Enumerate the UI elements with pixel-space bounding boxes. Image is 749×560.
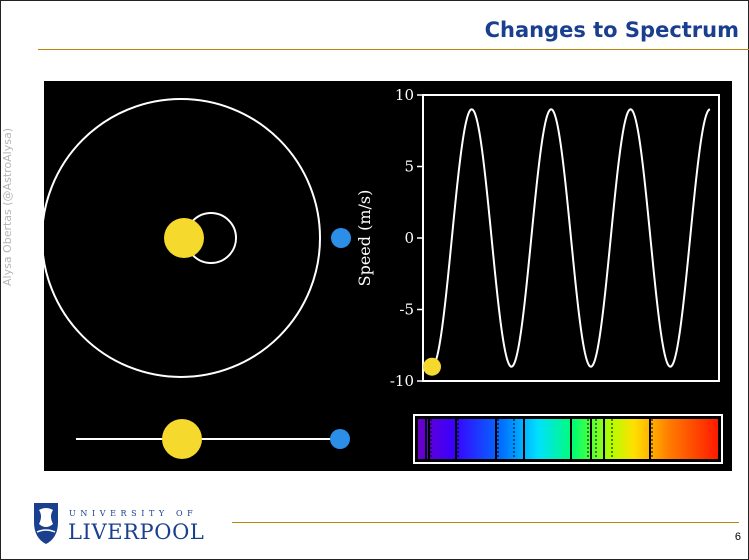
planet bbox=[331, 228, 351, 248]
footer-divider bbox=[232, 522, 739, 523]
star bbox=[164, 218, 204, 258]
animation-canvas: Speed (m/s) 10 5 0 -5 -10 bbox=[41, 86, 723, 464]
current-velocity-marker bbox=[423, 357, 441, 376]
y-axis-label: Speed (m/s) bbox=[355, 190, 374, 287]
animation-stage: Speed (m/s) 10 5 0 -5 -10 bbox=[41, 81, 732, 471]
university-logo: UNIVERSITY OF LIVERPOOL bbox=[33, 502, 263, 552]
slide-title: Changes to Spectrum bbox=[484, 18, 739, 42]
title-divider bbox=[38, 49, 749, 50]
image-credit: Alysa Obertas (@AstroAlysa) bbox=[1, 128, 14, 286]
planet-edge-on bbox=[330, 429, 350, 449]
velocity-chart: Speed (m/s) 10 5 0 -5 -10 bbox=[355, 86, 720, 390]
spectrum-frame bbox=[413, 414, 723, 464]
absorption-lines bbox=[425, 419, 651, 459]
y-tick-label: 5 bbox=[404, 158, 414, 176]
page-number: 6 bbox=[734, 531, 741, 543]
star-edge-on bbox=[162, 419, 202, 459]
logo-line2: LIVERPOOL bbox=[68, 520, 204, 544]
y-tick-label: -5 bbox=[399, 301, 414, 319]
spectrum-bar bbox=[418, 419, 718, 459]
y-tick-label: 0 bbox=[404, 229, 414, 247]
y-tick-label: -10 bbox=[390, 372, 414, 390]
y-tick-label: 10 bbox=[395, 86, 414, 104]
crest-icon bbox=[34, 503, 58, 544]
series-line bbox=[431, 108, 711, 368]
logo-line1: UNIVERSITY OF bbox=[69, 509, 197, 518]
reference-lines bbox=[430, 419, 653, 459]
